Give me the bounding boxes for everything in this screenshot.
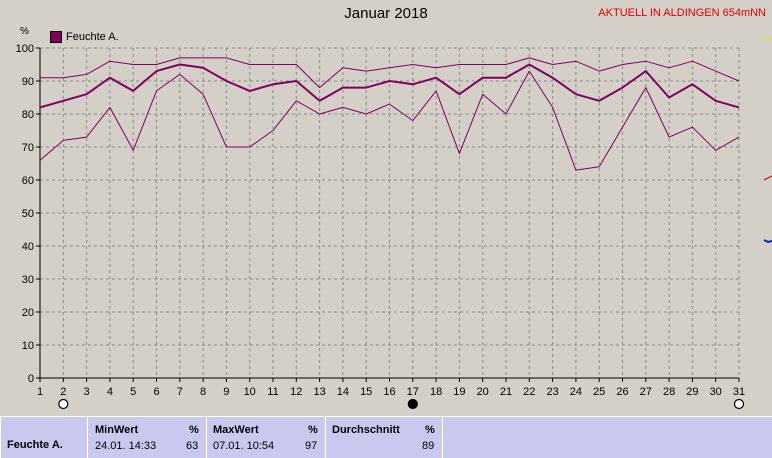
chart-background	[0, 0, 772, 414]
legend-label: Feuchte A.	[66, 31, 119, 43]
x-tick-label: 18	[430, 386, 442, 398]
y-tick-label: 70	[22, 142, 34, 154]
x-tick-label: 27	[640, 386, 652, 398]
grid	[40, 47, 740, 378]
series-line-max	[40, 57, 740, 89]
edge-trace-red	[763, 175, 772, 181]
stats-series-name: Feuchte A.	[7, 439, 63, 451]
x-tick-label: 14	[337, 386, 349, 398]
x-tick-label: 25	[593, 386, 605, 398]
y-tick-label: 90	[22, 76, 34, 88]
edge-trace-yellow	[763, 37, 772, 40]
y-tick-label: 100	[16, 43, 34, 55]
series-line-mean	[39, 63, 740, 109]
stats-min-cell: MinWert % 24.01. 14:33 63	[87, 416, 205, 458]
x-tick-label: 11	[267, 386, 278, 398]
stats-max-value: 97	[305, 440, 318, 452]
x-tick-label: 6	[153, 386, 159, 398]
y-tick-label: 10	[22, 340, 34, 352]
x-tick-label: 26	[616, 386, 628, 398]
full-moon-icon	[407, 398, 418, 410]
x-tick-label: 16	[383, 386, 395, 398]
station-headline: AKTUELL IN ALDINGEN 654mNN	[598, 7, 766, 19]
y-tick-label: 60	[22, 175, 34, 187]
x-tick-label: 24	[570, 386, 582, 398]
y-tick-label: 30	[22, 274, 34, 286]
x-tick-label: 15	[360, 386, 372, 398]
x-tick-label: 23	[546, 386, 558, 398]
x-tick-label: 19	[453, 386, 465, 398]
y-tick-label: 80	[22, 109, 34, 121]
y-tick-label: 40	[22, 241, 34, 253]
series-lines	[39, 57, 740, 171]
x-tick-label: 20	[477, 386, 489, 398]
x-tick-label: 21	[500, 386, 512, 398]
y-axis-unit: %	[20, 26, 29, 37]
edge-trace-blue	[763, 239, 772, 244]
x-tick-label: 29	[686, 386, 698, 398]
x-tick-label: 13	[313, 386, 325, 398]
x-tick-label: 12	[290, 386, 302, 398]
stats-panel: Feuchte A. MinWert % 24.01. 14:33 63 Max…	[0, 414, 772, 458]
stats-empty-cell	[442, 416, 772, 458]
stats-avg-unit: %	[425, 424, 435, 436]
moon-markers	[58, 398, 745, 410]
new-moon-icon	[58, 398, 69, 410]
x-tick-label: 10	[244, 386, 256, 398]
stats-min-unit: %	[189, 424, 199, 436]
y-tick-label: 20	[22, 307, 34, 319]
stats-max-unit: %	[308, 424, 318, 436]
x-tick-label: 31	[733, 386, 745, 398]
new-moon-icon	[733, 398, 745, 410]
x-tick-label: 17	[407, 386, 419, 398]
x-tick-label: 30	[710, 386, 722, 398]
stats-max-label: MaxWert	[213, 424, 259, 436]
chart-title: Januar 2018	[344, 5, 428, 22]
right-edge-traces	[763, 37, 772, 244]
y-tick-label: 50	[22, 208, 34, 220]
x-tick-label: 22	[523, 386, 535, 398]
x-tick-label: 9	[223, 386, 229, 398]
x-tick-label: 28	[663, 386, 675, 398]
x-tick-label: 2	[60, 386, 66, 398]
stats-max-cell: MaxWert % 07.01. 10:54 97	[206, 416, 324, 458]
legend-swatch	[50, 31, 62, 43]
x-tick-label: 4	[107, 386, 113, 398]
x-tick-label: 7	[177, 386, 183, 398]
y-tick-label: 0	[28, 373, 34, 385]
stats-name-cell: Feuchte A.	[0, 416, 86, 458]
x-tick-label: 8	[200, 386, 206, 398]
stats-avg-label: Durchschnitt	[332, 424, 400, 436]
stats-min-value: 63	[186, 440, 199, 452]
legend[interactable]: Feuchte A.	[50, 31, 119, 43]
x-tick-label: 1	[37, 386, 43, 398]
stats-avg-value: 89	[422, 440, 435, 452]
stats-min-datetime: 24.01. 14:33	[95, 440, 157, 452]
stats-avg-cell: Durchschnitt % 89	[325, 416, 441, 458]
x-tick-label: 5	[130, 386, 136, 398]
stats-max-datetime: 07.01. 10:54	[213, 440, 275, 452]
x-tick-label: 3	[84, 386, 90, 398]
series-line-min	[39, 70, 740, 171]
stats-min-label: MinWert	[95, 424, 139, 436]
